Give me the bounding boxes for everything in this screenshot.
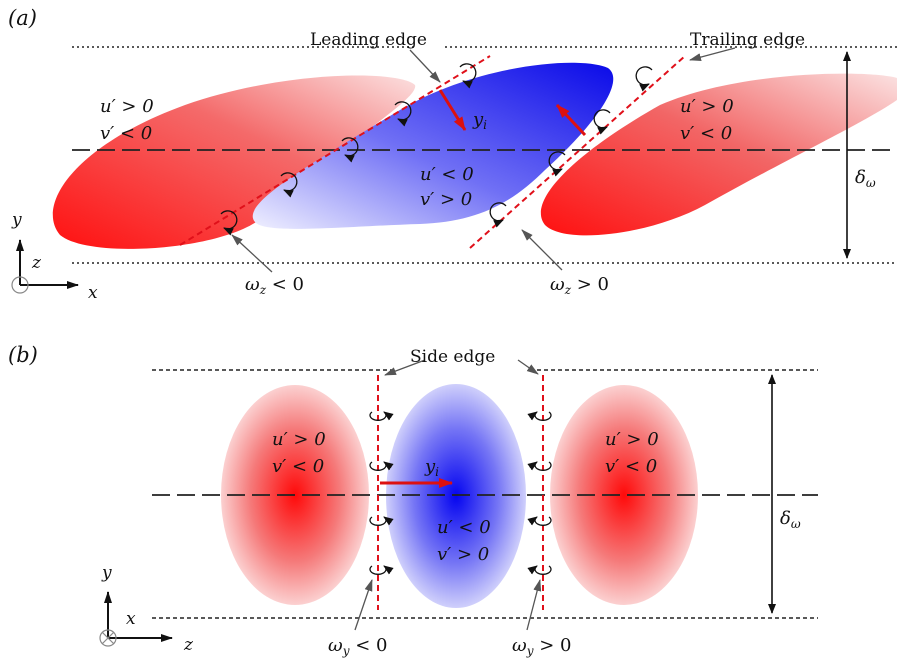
yi-label-b: yi <box>424 456 439 479</box>
center-u-label: u′ < 0 <box>420 164 474 185</box>
right-red-structure <box>540 73 897 236</box>
right-v-label: v′ < 0 <box>680 123 732 144</box>
axis-x-label-b: x <box>126 609 136 629</box>
side-edge-pointer-right <box>517 359 539 375</box>
axis-out-of-page-icon <box>11 276 29 294</box>
axis-z-label-a: z <box>31 253 42 273</box>
omega-pos-label-a: ωz > 0 <box>550 274 609 297</box>
axes-b: y x z <box>99 563 194 655</box>
axis-x-label-a: x <box>88 283 98 303</box>
omega-pos-pointer-a <box>521 229 563 271</box>
delta-omega-label-b: δω <box>780 508 801 531</box>
rotation-icon <box>593 109 611 135</box>
panel-b-label: (b) <box>8 343 38 367</box>
rotation-icon <box>280 172 298 198</box>
panel-a: (a) <box>8 6 897 303</box>
rotation-icon <box>369 411 394 421</box>
rotation-icon <box>548 151 566 177</box>
omega-pos-label-b: ωy > 0 <box>512 635 571 658</box>
rotation-icon <box>394 101 412 127</box>
yi-label-a: yi <box>472 109 487 132</box>
omega-pos-pointer-b <box>526 579 542 631</box>
center-blue-structure <box>252 62 614 229</box>
rotation-icon <box>369 516 394 526</box>
left-u-label-b: u′ > 0 <box>272 429 326 450</box>
axis-z-label-b: z <box>183 635 194 655</box>
rotation-icon <box>220 210 238 236</box>
rotation-icon <box>527 565 552 575</box>
rotation-icon <box>527 411 552 421</box>
normal-arrow-leading <box>438 89 467 131</box>
rotation-icon <box>341 137 359 163</box>
delta-omega-label-a: δω <box>855 167 876 190</box>
axes-a: y z x <box>11 210 98 303</box>
right-red-structure-b <box>550 385 698 605</box>
right-u-label-b: u′ > 0 <box>605 429 659 450</box>
leading-edge-line <box>179 55 491 246</box>
center-v-label: v′ > 0 <box>420 189 472 210</box>
right-v-label-b: v′ < 0 <box>605 456 657 477</box>
left-v-label-b: v′ < 0 <box>272 456 324 477</box>
panel-b: (b) <box>8 343 818 658</box>
rotation-icon <box>369 461 394 471</box>
rotation-icon <box>527 516 552 526</box>
leading-edge-pointer <box>409 49 441 83</box>
rotation-icon <box>635 66 653 92</box>
omega-neg-pointer-b <box>354 579 373 631</box>
omega-neg-label-a: ωz < 0 <box>245 274 304 297</box>
rotation-icon <box>369 565 394 575</box>
side-edge-label: Side edge <box>410 347 495 367</box>
rotation-icon <box>459 63 477 89</box>
trailing-edge-pointer <box>689 47 736 62</box>
left-u-label: u′ > 0 <box>100 96 154 117</box>
rotation-icon <box>489 202 507 228</box>
omega-neg-label-b: ωy < 0 <box>328 635 387 658</box>
center-blue-structure-b <box>386 384 526 608</box>
axis-into-page-icon <box>99 629 117 647</box>
rotation-icon <box>527 461 552 471</box>
right-u-label: u′ > 0 <box>680 96 734 117</box>
leading-edge-label: Leading edge <box>310 30 427 50</box>
axis-into-page-cross <box>101 631 115 645</box>
left-red-structure <box>52 75 416 249</box>
center-v-label-b: v′ > 0 <box>437 544 489 565</box>
axis-y-label-a: y <box>11 210 22 230</box>
vortex-rotations-b <box>369 411 552 575</box>
trailing-edge-label: Trailing edge <box>690 30 805 50</box>
left-v-label: v′ < 0 <box>100 123 152 144</box>
omega-neg-pointer-a <box>231 234 273 273</box>
axis-y-label-b: y <box>101 563 112 583</box>
panel-a-label: (a) <box>8 6 37 30</box>
normal-arrow-trailing <box>555 103 587 137</box>
side-edge-pointer-left <box>384 359 426 376</box>
center-u-label-b: u′ < 0 <box>437 517 491 538</box>
vortex-rotations-a <box>220 63 653 236</box>
